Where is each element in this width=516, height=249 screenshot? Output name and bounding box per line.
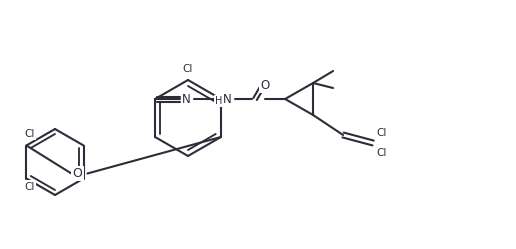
Text: Cl: Cl	[183, 64, 193, 74]
Text: N: N	[223, 92, 232, 106]
Text: Cl: Cl	[24, 128, 35, 138]
Text: N: N	[182, 92, 190, 106]
Text: H: H	[215, 96, 223, 106]
Text: O: O	[72, 167, 83, 180]
Text: O: O	[261, 78, 270, 91]
Text: Cl: Cl	[376, 128, 386, 138]
Text: Cl: Cl	[24, 182, 35, 191]
Text: Cl: Cl	[376, 148, 386, 158]
